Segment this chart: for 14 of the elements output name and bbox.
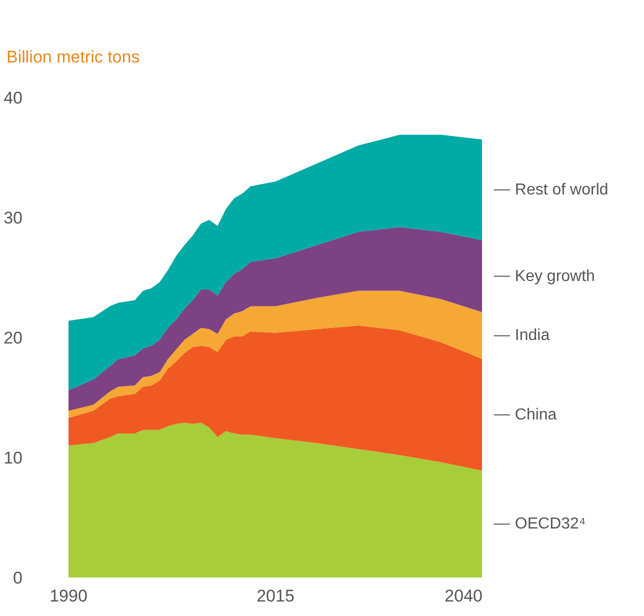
text: China [514,406,557,424]
text: OECD32⁴ [514,516,586,533]
y-tick-label: 10 [4,448,23,468]
text: Rest of world [514,181,608,198]
text: Key growth [514,268,595,285]
y-tick-label: 20 [4,328,23,348]
x-tick-label: 2040 [444,586,483,606]
x-tick-label: 1990 [50,586,88,606]
y-tick-label: 0 [13,568,23,588]
text: India [514,327,550,344]
x-tick-label: 2015 [256,586,294,606]
y-tick-label: 40 [4,88,23,108]
chart-title: Billion metric tons [6,48,140,66]
y-tick-label: 30 [4,208,23,228]
